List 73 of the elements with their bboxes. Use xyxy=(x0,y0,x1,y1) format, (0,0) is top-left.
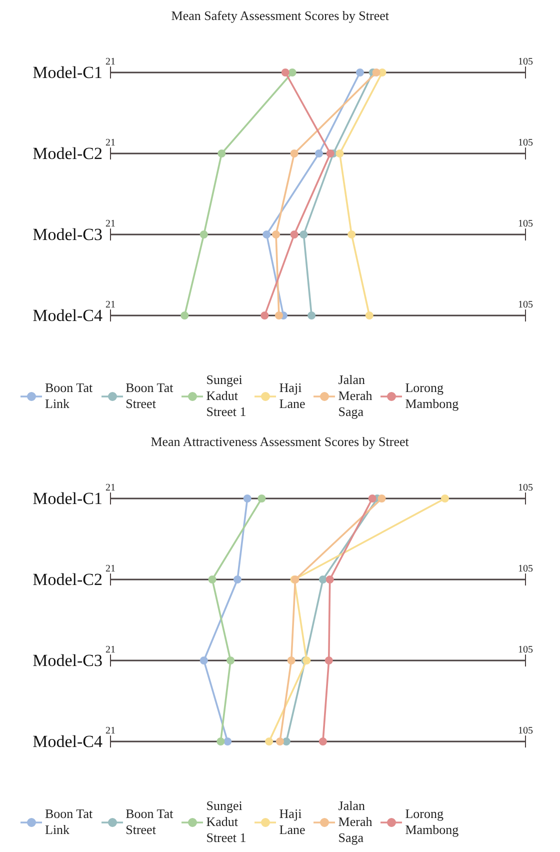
point xyxy=(262,230,271,238)
point xyxy=(180,312,189,320)
annotation: 21 xyxy=(106,138,116,148)
point xyxy=(218,150,226,158)
annotation: 105 xyxy=(518,300,533,310)
point xyxy=(276,738,284,746)
point xyxy=(216,738,225,746)
point xyxy=(243,494,252,502)
y-tick-label: Model-C2 xyxy=(32,144,103,163)
point xyxy=(282,738,290,746)
chart-title: Mean Attractiveness Assessment Scores by Street xyxy=(150,434,410,449)
point xyxy=(372,68,380,76)
point xyxy=(260,312,269,320)
point xyxy=(281,68,290,76)
legend-label: Haji Lane xyxy=(279,380,306,412)
legend-label: Jalan Merah Saga xyxy=(338,372,372,420)
point xyxy=(300,230,308,238)
chart-title: Mean Safety Assessment Scores by Street xyxy=(171,8,390,23)
point xyxy=(318,576,327,584)
point xyxy=(326,576,334,584)
y-tick-label: Model-C4 xyxy=(32,306,103,325)
annotation: 21 xyxy=(106,644,116,656)
legend-label: Haji Lane xyxy=(279,806,306,838)
annotation: 21 xyxy=(106,300,116,310)
point xyxy=(200,230,208,238)
annotation: 105 xyxy=(518,218,533,230)
legend-label: Sungei Kadut Street 1 xyxy=(206,798,246,846)
y-tick-label: Model-C1 xyxy=(32,63,103,82)
y-tick-label: Model-C4 xyxy=(32,732,103,751)
point xyxy=(348,230,356,238)
point xyxy=(440,494,449,502)
annotation: 105 xyxy=(518,564,533,574)
point xyxy=(314,150,323,158)
point xyxy=(356,68,364,76)
point xyxy=(265,738,274,746)
legend-label: Boon Tat Street xyxy=(126,380,174,412)
legend-label: Jalan Merah Saga xyxy=(338,798,372,846)
annotation: 105 xyxy=(518,138,533,148)
point xyxy=(378,494,386,502)
y-tick-label: Model-C3 xyxy=(32,651,103,670)
point xyxy=(368,494,376,502)
y-tick-label: Model-C3 xyxy=(32,225,103,244)
point xyxy=(288,68,296,76)
point xyxy=(208,576,216,584)
legend-label: Boon Tat Street xyxy=(126,806,174,838)
point xyxy=(326,150,334,158)
point xyxy=(226,656,235,664)
annotation: 105 xyxy=(518,644,533,656)
annotation: 21 xyxy=(106,218,116,230)
annotation: 105 xyxy=(518,726,533,736)
point xyxy=(336,150,344,158)
y-tick-label: Model-C2 xyxy=(32,570,103,589)
point xyxy=(224,738,232,746)
legend-label: Lorong Mambong xyxy=(405,806,459,838)
legend-label: Sungei Kadut Street 1 xyxy=(206,372,246,420)
y-tick-label: Model-C1 xyxy=(32,489,103,508)
point xyxy=(287,656,296,664)
point xyxy=(200,656,208,664)
point xyxy=(272,230,280,238)
legend-label: Lorong Mambong xyxy=(405,380,459,412)
point xyxy=(308,312,316,320)
legend-label: Boon Tat Link xyxy=(45,380,93,412)
point xyxy=(233,576,242,584)
annotation: 21 xyxy=(106,564,116,574)
legend-label: Boon Tat Link xyxy=(45,806,93,838)
point xyxy=(290,150,298,158)
point xyxy=(258,494,266,502)
point xyxy=(290,230,298,238)
point xyxy=(318,738,327,746)
point xyxy=(365,312,374,320)
point xyxy=(324,656,333,664)
point xyxy=(274,312,283,320)
annotation: 21 xyxy=(106,726,116,736)
